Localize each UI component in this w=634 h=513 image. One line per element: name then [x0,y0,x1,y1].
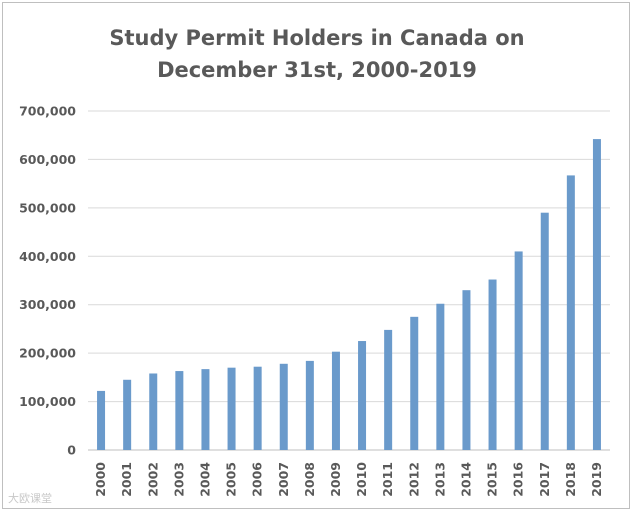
bar [97,390,106,450]
chart-title: Study Permit Holders in Canada on Decemb… [0,22,634,86]
bar [514,251,523,450]
x-tick-label: 2011 [380,462,395,497]
bar [592,139,601,451]
chart-title-line-2: December 31st, 2000-2019 [157,58,477,82]
x-tick-label: 2015 [485,462,500,497]
bar [331,351,340,450]
y-tick-label: 400,000 [19,249,76,264]
y-tick-label: 100,000 [19,394,76,409]
chart-title-line-1: Study Permit Holders in Canada on [109,26,525,50]
bar [227,367,236,450]
bar [358,341,367,450]
y-tick-label: 200,000 [19,346,76,361]
x-tick-label: 2003 [171,462,186,497]
bar [175,371,184,450]
bar [566,175,575,450]
x-tick-label: 2010 [354,462,369,497]
bar [436,303,445,450]
x-tick-label: 2000 [93,462,108,497]
x-tick-label: 2006 [250,462,265,497]
bar [384,329,393,450]
x-tick-label: 2018 [563,462,578,497]
x-tick-label: 2008 [302,462,317,497]
x-tick-label: 2014 [458,462,473,497]
watermark: 大欧课堂 [8,492,52,505]
y-tick-label: 300,000 [19,297,76,312]
x-tick-label: 2017 [537,462,552,497]
x-tick-label: 2004 [197,462,212,497]
x-tick-label: 2009 [328,462,343,497]
x-tick-label: 2013 [432,462,447,497]
bar [410,316,419,450]
x-tick-label: 2001 [119,462,134,497]
x-tick-label: 2005 [224,462,239,497]
bar [253,366,262,450]
bar [462,290,471,450]
bar [123,379,132,450]
bar [149,373,158,450]
y-tick-label: 500,000 [19,200,76,215]
bar [305,360,314,450]
x-tick-label: 2012 [406,462,421,497]
chart-frame [2,2,630,509]
bar [279,363,288,450]
x-tick-label: 2007 [276,462,291,497]
bar [201,369,210,450]
y-tick-label: 0 [67,443,76,458]
y-tick-label: 600,000 [19,152,76,167]
x-tick-label: 2002 [145,462,160,497]
x-tick-label: 2019 [589,462,604,497]
x-tick-label: 2016 [511,462,526,497]
y-tick-label: 700,000 [19,104,76,119]
bar [488,279,497,450]
bar [540,212,549,450]
